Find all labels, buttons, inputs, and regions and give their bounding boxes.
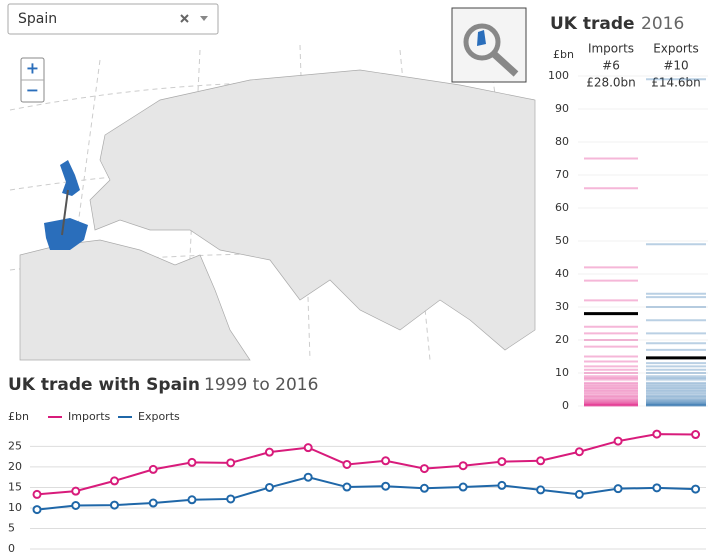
search-value: Spain	[18, 11, 57, 27]
point	[264, 447, 274, 457]
point	[109, 476, 119, 486]
dropdown-icon[interactable]	[200, 16, 208, 21]
point	[148, 498, 158, 508]
y-tick-label: 30	[555, 300, 569, 313]
point	[71, 486, 81, 496]
point	[574, 447, 584, 457]
search-box[interactable]	[7, 3, 219, 35]
point	[342, 482, 352, 492]
series-rank: #10	[663, 59, 688, 73]
point	[691, 484, 701, 494]
y-tick-label: 60	[555, 201, 569, 214]
line-subtitle: 1999 to 2016	[204, 375, 318, 395]
zoom-out[interactable]: −	[26, 81, 39, 100]
point	[458, 461, 468, 471]
y-tick-label: 10	[8, 501, 22, 514]
side-panel	[540, 0, 710, 412]
point	[652, 429, 662, 439]
strip-subtitle: 2016	[641, 14, 684, 34]
magnifier-handle	[491, 51, 519, 77]
series-line	[36, 476, 696, 511]
point	[381, 481, 391, 491]
map	[8, 7, 538, 361]
y-tick-label: 0	[8, 542, 15, 555]
point	[226, 494, 236, 504]
series-name: Imports	[588, 42, 634, 56]
point	[574, 489, 584, 499]
point	[32, 489, 42, 499]
y-tick-label: 15	[8, 480, 22, 493]
legend-label: Exports	[138, 410, 180, 423]
land-africa	[19, 239, 251, 361]
point	[381, 456, 391, 466]
point	[497, 480, 507, 490]
y-tick-label: 20	[555, 333, 569, 346]
inset-uk	[477, 30, 486, 46]
point	[303, 472, 313, 482]
series-line	[36, 433, 696, 496]
y-tick-label: 5	[8, 521, 15, 534]
y-tick-label: 70	[555, 168, 569, 181]
point	[303, 443, 313, 453]
strip-title: UK trade	[550, 14, 635, 34]
y-tick-label: 40	[555, 267, 569, 280]
bottom-panel	[0, 362, 710, 556]
y-tick-label: 20	[8, 460, 22, 473]
point	[458, 482, 468, 492]
point	[536, 485, 546, 495]
point	[32, 505, 42, 515]
zoom-in[interactable]: +	[26, 59, 39, 78]
point	[226, 458, 236, 468]
point	[109, 500, 119, 510]
point	[652, 483, 662, 493]
series-value: £14.6bn	[651, 76, 701, 90]
strip-y-label: £bn	[553, 48, 574, 61]
y-tick-label: 80	[555, 135, 569, 148]
series-value: £28.0bn	[586, 76, 636, 90]
spain-shape	[44, 218, 88, 250]
y-tick-label: 90	[555, 102, 569, 115]
point	[71, 501, 81, 511]
point	[264, 482, 274, 492]
point	[187, 495, 197, 505]
point	[497, 457, 507, 467]
legend-label: Imports	[68, 410, 111, 423]
series-name: Exports	[653, 42, 699, 56]
y-tick-label: 100	[548, 69, 569, 82]
point	[148, 464, 158, 474]
clear-icon[interactable]	[180, 14, 189, 23]
y-tick-label: 50	[555, 234, 569, 247]
uk-shape	[60, 160, 80, 196]
land-eurasia	[89, 69, 536, 351]
point	[342, 459, 352, 469]
line-y-label: £bn	[8, 410, 29, 423]
y-tick-label: 25	[8, 439, 22, 452]
series-rank: #6	[602, 59, 620, 73]
point	[691, 430, 701, 440]
point	[419, 483, 429, 493]
link-line	[61, 189, 69, 236]
point	[536, 456, 546, 466]
point	[187, 457, 197, 467]
line-title: UK trade with Spain	[8, 375, 200, 395]
y-tick-label: 0	[562, 399, 569, 412]
point	[613, 484, 623, 494]
point	[613, 436, 623, 446]
point	[419, 464, 429, 474]
y-tick-label: 10	[555, 366, 569, 379]
magnifier	[463, 23, 501, 61]
